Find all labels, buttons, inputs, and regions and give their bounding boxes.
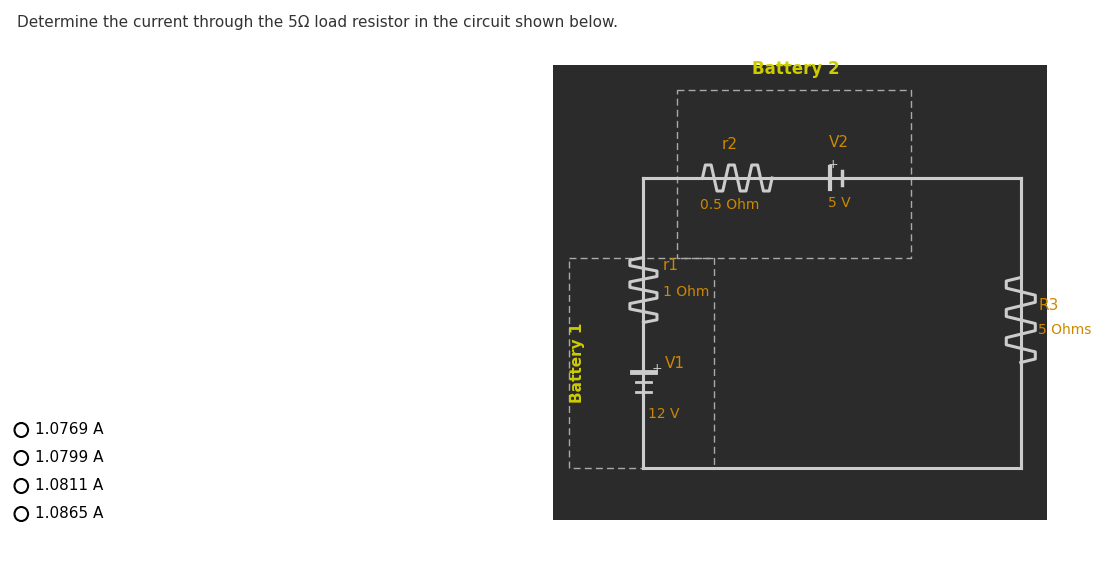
Text: 1 Ohm: 1 Ohm	[663, 285, 709, 299]
Text: 1.0865 A: 1.0865 A	[35, 506, 103, 521]
Text: 0.5 Ohm: 0.5 Ohm	[700, 198, 760, 212]
Text: Determine the current through the 5Ω load resistor in the circuit shown below.: Determine the current through the 5Ω loa…	[18, 15, 618, 30]
Text: +: +	[827, 158, 838, 171]
Text: r2: r2	[721, 137, 738, 152]
Text: 1.0769 A: 1.0769 A	[35, 423, 103, 437]
Text: 12 V: 12 V	[648, 407, 680, 421]
Text: 1.0799 A: 1.0799 A	[35, 451, 103, 465]
Text: Battery 2: Battery 2	[752, 60, 840, 78]
Text: +: +	[652, 361, 662, 375]
Text: R3: R3	[1038, 299, 1059, 313]
Text: r1: r1	[663, 259, 678, 274]
Text: 5 Ohms: 5 Ohms	[1038, 323, 1092, 337]
FancyBboxPatch shape	[553, 65, 1047, 520]
Text: 5 V: 5 V	[827, 196, 850, 210]
Text: 1.0811 A: 1.0811 A	[35, 478, 103, 493]
Text: Battery 1: Battery 1	[570, 323, 585, 403]
Text: V1: V1	[664, 356, 685, 372]
Text: V2: V2	[829, 135, 849, 150]
